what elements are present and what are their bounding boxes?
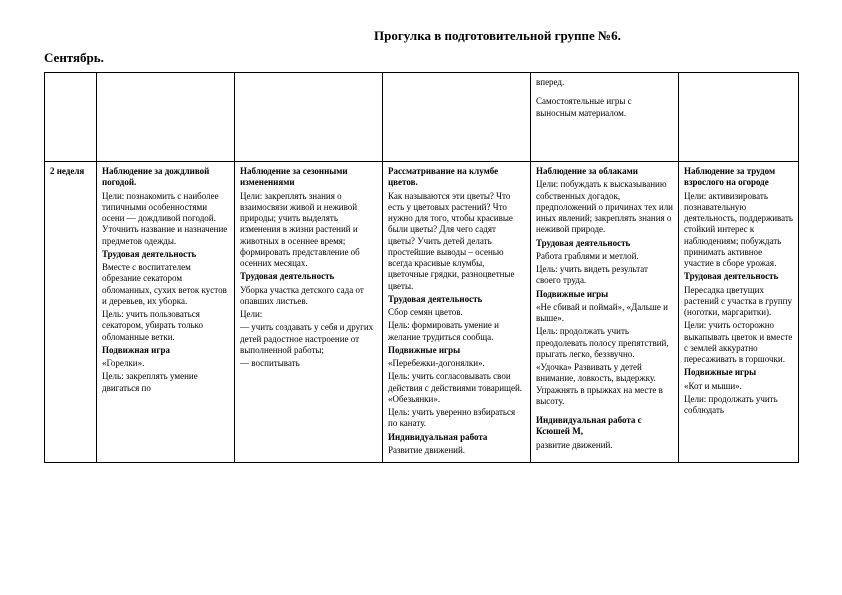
text: Сбор семян цветов.: [388, 307, 525, 318]
text: Цели:: [240, 309, 377, 320]
cell-w2-c3: Рассматривание на клумбе цветов. Как наз…: [383, 162, 531, 463]
cell-w2-c2: Наблюдение за сезонными изменениями Цели…: [235, 162, 383, 463]
text: Цель: продолжать учить преодолевать поло…: [536, 326, 673, 360]
text: Вместе с воспитателем обрезание секаторо…: [102, 262, 229, 307]
cell-top-5: [679, 73, 799, 162]
text: Работа граблями и метлой.: [536, 251, 673, 262]
text: Пересадка цветущих растений с участка в …: [684, 285, 793, 319]
cell-top-week: [45, 73, 97, 162]
heading: Наблюдение за дождливой погодой.: [102, 166, 229, 189]
cell-w2-c5: Наблюдение за трудом взрослого на огород…: [679, 162, 799, 463]
heading: Наблюдение за сезонными изменениями: [240, 166, 377, 189]
heading: Наблюдение за трудом взрослого на огород…: [684, 166, 793, 189]
cell-top-1: [97, 73, 235, 162]
heading: Трудовая деятельность: [102, 249, 229, 260]
heading: Трудовая деятельность: [240, 271, 377, 282]
heading: Индивидуальная работа: [388, 432, 525, 443]
page-title-left: Сентябрь.: [44, 50, 798, 66]
text: «Не сбивай и поймай», «Дальше и выше».: [536, 302, 673, 325]
text: развитие движений.: [536, 440, 673, 451]
schedule-table: вперед. Самостоятельные игры с выносным …: [44, 72, 799, 463]
heading: Трудовая деятельность: [536, 238, 673, 249]
heading: Рассматривание на клумбе цветов.: [388, 166, 525, 189]
text: Цель: учить уверенно взбираться по канат…: [388, 407, 525, 430]
cell-w2-c1: Наблюдение за дождливой погодой. Цели: п…: [97, 162, 235, 463]
text: Цели: познакомить с наиболее типичными о…: [102, 191, 229, 247]
text: Цели: активизировать познавательную деят…: [684, 191, 793, 270]
text: Цель: учить пользоваться секатором, убир…: [102, 309, 229, 343]
text: Цель: формировать умение и желание труди…: [388, 320, 525, 343]
text: Развитие движений.: [388, 445, 525, 456]
cell-w2-c4: Наблюдение за облаками Цели: побуждать к…: [531, 162, 679, 463]
heading: Подвижные игры: [388, 345, 525, 356]
cell-week-label: 2 неделя: [45, 162, 97, 463]
text: — воспитывать: [240, 358, 377, 369]
heading: Индивидуальная работа с Ксюшей М,: [536, 415, 673, 438]
cell-top-4: вперед. Самостоятельные игры с выносным …: [531, 73, 679, 162]
text: Цели: побуждать к высказыванию собственн…: [536, 179, 673, 235]
page-title-right: Прогулка в подготовительной группе №6.: [44, 28, 798, 44]
text: Самостоятельные игры с выносным материал…: [536, 96, 673, 119]
heading: Трудовая деятельность: [388, 294, 525, 305]
heading: Подвижные игры: [684, 367, 793, 378]
text: Цель: учить видеть результат своего труд…: [536, 264, 673, 287]
text: Цель: закреплять умение двигаться по: [102, 371, 229, 394]
text: «Перебежки-догонялки».: [388, 358, 525, 369]
text: Цели: учить осторожно выкапывать цветок …: [684, 320, 793, 365]
text: Как называются эти цветы? Что есть у цве…: [388, 191, 525, 292]
text: Цель: учить согласовывать свои действия …: [388, 371, 525, 405]
heading: Подвижная игра: [102, 345, 229, 356]
heading: Трудовая деятельность: [684, 271, 793, 282]
text: «Удочка» Развивать у детей внимание, лов…: [536, 362, 673, 407]
table-row-week2: 2 неделя Наблюдение за дождливой погодой…: [45, 162, 799, 463]
text: Цели: закреплять знания о взаимосвязи жи…: [240, 191, 377, 270]
text: — учить создавать у себя и других детей …: [240, 322, 377, 356]
table-row-top: вперед. Самостоятельные игры с выносным …: [45, 73, 799, 162]
cell-top-2: [235, 73, 383, 162]
text: «Горелки».: [102, 358, 229, 369]
text: Цели: продолжать учить соблюдать: [684, 394, 793, 417]
cell-top-3: [383, 73, 531, 162]
text: «Кот и мыши».: [684, 381, 793, 392]
text: вперед.: [536, 77, 673, 88]
heading: Подвижные игры: [536, 289, 673, 300]
text: Уборка участка детского сада от опавших …: [240, 285, 377, 308]
heading: Наблюдение за облаками: [536, 166, 673, 177]
